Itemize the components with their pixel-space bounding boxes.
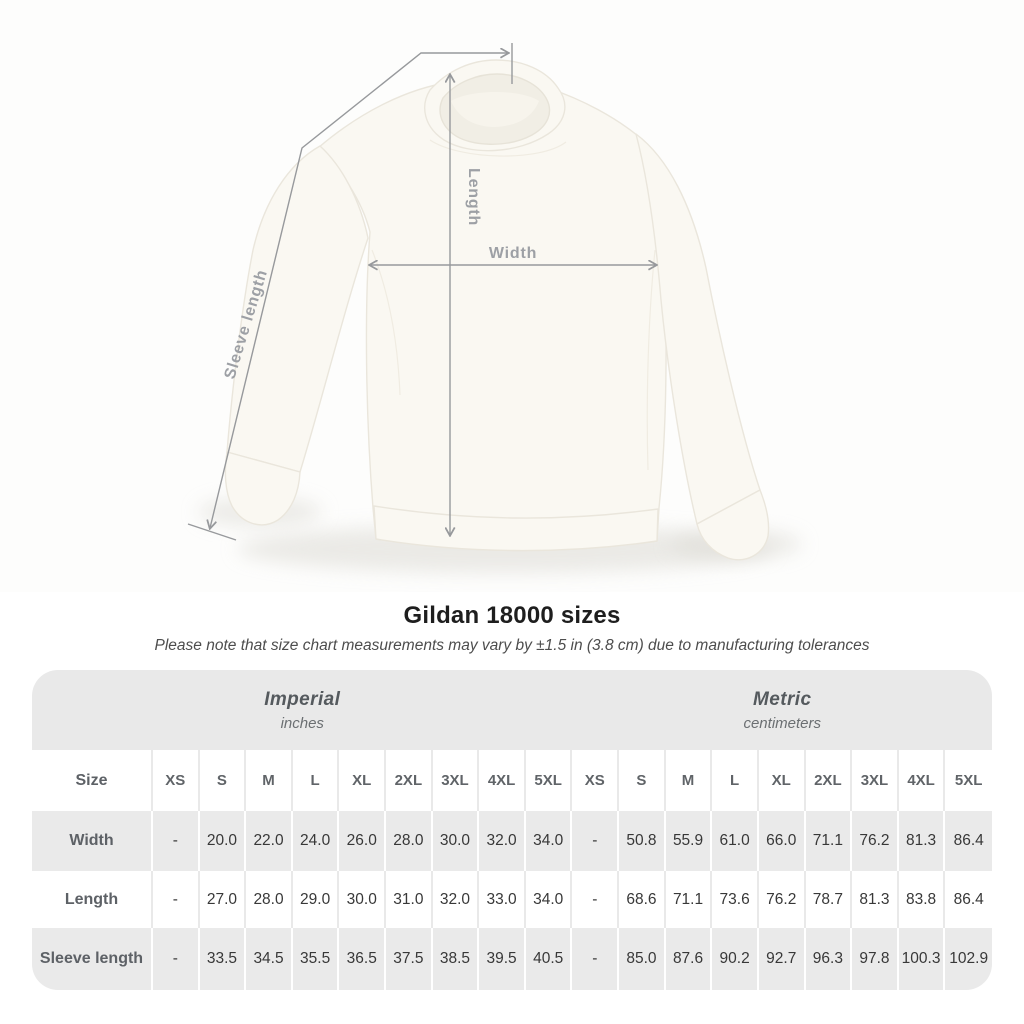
size-col-header: M <box>246 750 293 811</box>
value-cell: 37.5 <box>386 928 433 990</box>
value-cell: 85.0 <box>619 928 666 990</box>
size-col-header: 4XL <box>898 750 946 811</box>
metric-unit: centimeters <box>743 714 821 732</box>
size-col-header: XS <box>153 750 200 811</box>
cuff-tick <box>187 523 237 541</box>
size-col-header: S <box>619 750 666 811</box>
value-cell: - <box>153 871 200 928</box>
value-cell: 71.1 <box>805 811 853 871</box>
value-cell: 102.9 <box>945 928 992 990</box>
page-title: Gildan 18000 sizes <box>403 602 621 629</box>
size-col-header: 5XL <box>945 750 992 811</box>
width-label: Width <box>489 245 537 262</box>
sweatshirt <box>224 59 770 561</box>
sweatshirt-right-cuff <box>696 489 770 561</box>
value-cell: - <box>572 928 620 990</box>
value-cell: 97.8 <box>852 928 899 990</box>
value-cell: 87.6 <box>665 928 713 990</box>
value-cell: 31.0 <box>386 871 433 928</box>
measurement-lines <box>187 43 656 541</box>
value-cell: 30.0 <box>339 871 387 928</box>
length-label: Length <box>465 168 482 226</box>
value-cell: 73.6 <box>712 871 759 928</box>
value-cell: 81.3 <box>898 811 946 871</box>
value-cell: 22.0 <box>246 811 293 871</box>
size-col-header: S <box>199 750 247 811</box>
value-cell: 81.3 <box>852 871 899 928</box>
size-col-header: 3XL <box>852 750 899 811</box>
size-col-header: M <box>665 750 713 811</box>
imperial-header: Imperial inches <box>32 670 573 750</box>
value-cell: 90.2 <box>712 928 759 990</box>
imperial-unit: inches <box>280 714 324 732</box>
value-cell: 76.2 <box>852 811 899 871</box>
row-label: Length <box>32 871 153 928</box>
value-cell: - <box>572 811 620 871</box>
value-cell: 76.2 <box>758 871 806 928</box>
value-cell: 61.0 <box>712 811 759 871</box>
sleeve-length-line <box>210 53 508 528</box>
size-col-header: 5XL <box>525 750 573 811</box>
row-label: Width <box>32 811 153 871</box>
size-col-header: L <box>712 750 759 811</box>
value-cell: 32.0 <box>479 811 526 871</box>
value-cell: 100.3 <box>898 928 946 990</box>
value-cell: 29.0 <box>292 871 340 928</box>
size-col-header: 3XL <box>432 750 480 811</box>
tolerance-note: Please note that size chart measurements… <box>154 637 870 654</box>
row-label: Sleeve length <box>32 928 153 990</box>
value-cell: 34.5 <box>246 928 293 990</box>
value-cell: 27.0 <box>199 871 247 928</box>
value-cell: 20.0 <box>199 811 247 871</box>
size-col-header: L <box>292 750 340 811</box>
size-col-header: 4XL <box>479 750 526 811</box>
size-col-header: 2XL <box>805 750 853 811</box>
value-cell: - <box>572 871 620 928</box>
value-cell: 68.6 <box>619 871 666 928</box>
value-cell: 28.0 <box>386 811 433 871</box>
value-cell: 34.0 <box>525 871 573 928</box>
value-cell: 50.8 <box>619 811 666 871</box>
value-cell: 96.3 <box>805 928 853 990</box>
value-cell: 86.4 <box>945 811 992 871</box>
imperial-title: Imperial <box>264 688 341 710</box>
size-grid: Imperial inches Metric centimeters Size X… <box>32 670 992 990</box>
value-cell: 86.4 <box>945 871 992 928</box>
value-cell: - <box>153 811 200 871</box>
size-row-header: Size <box>32 750 153 811</box>
value-cell: 30.0 <box>432 811 480 871</box>
value-cell: - <box>153 928 200 990</box>
value-cell: 36.5 <box>339 928 387 990</box>
sweatshirt-diagram: Length Width Sleeve length <box>187 43 802 573</box>
value-cell: 92.7 <box>758 928 806 990</box>
size-col-header: 2XL <box>386 750 433 811</box>
value-cell: 34.0 <box>525 811 573 871</box>
value-cell: 55.9 <box>665 811 713 871</box>
value-cell: 38.5 <box>432 928 480 990</box>
value-cell: 78.7 <box>805 871 853 928</box>
size-col-header: XS <box>572 750 620 811</box>
value-cell: 28.0 <box>246 871 293 928</box>
value-cell: 83.8 <box>898 871 946 928</box>
value-cell: 40.5 <box>525 928 573 990</box>
value-cell: 24.0 <box>292 811 340 871</box>
value-cell: 26.0 <box>339 811 387 871</box>
value-cell: 32.0 <box>432 871 480 928</box>
product-photo: Length Width Sleeve length <box>187 43 802 573</box>
size-chart-table: Imperial inches Metric centimeters Size X… <box>32 670 992 990</box>
value-cell: 35.5 <box>292 928 340 990</box>
caption-block: Gildan 18000 sizes Please note that size… <box>0 592 1024 655</box>
metric-header: Metric centimeters <box>572 670 992 750</box>
value-cell: 39.5 <box>479 928 526 990</box>
value-cell: 33.0 <box>479 871 526 928</box>
size-col-header: XL <box>758 750 806 811</box>
value-cell: 66.0 <box>758 811 806 871</box>
value-cell: 33.5 <box>199 928 247 990</box>
size-col-header: XL <box>339 750 387 811</box>
metric-title: Metric <box>753 688 812 710</box>
value-cell: 71.1 <box>665 871 713 928</box>
